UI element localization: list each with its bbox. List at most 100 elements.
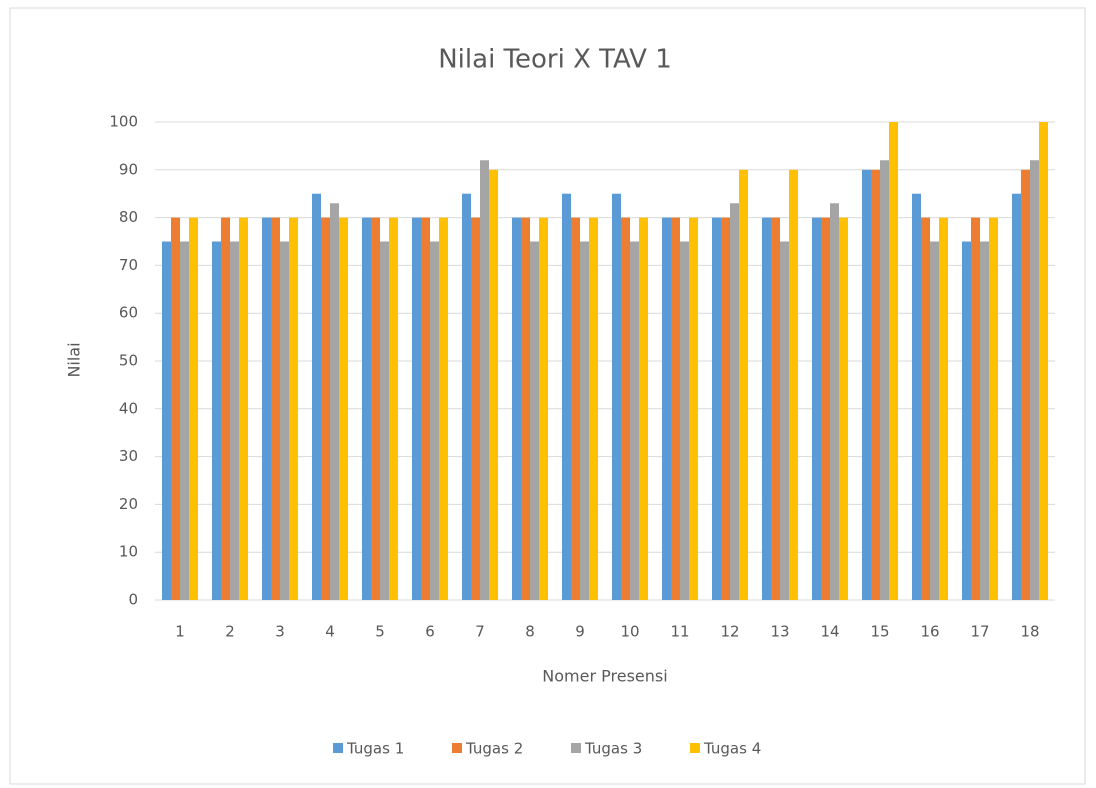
- legend-label: Tugas 1: [346, 740, 404, 758]
- bar: [312, 193, 321, 600]
- x-tick-label: 5: [375, 623, 385, 641]
- bar: [762, 217, 771, 600]
- bar: [1021, 169, 1030, 601]
- x-tick-label: 9: [575, 623, 585, 641]
- bar: [712, 217, 721, 600]
- y-tick-label: 50: [119, 352, 138, 370]
- bar: [421, 217, 430, 600]
- bar: [721, 217, 730, 600]
- bar: [980, 241, 989, 600]
- bar: [821, 217, 830, 600]
- bar: [889, 122, 898, 600]
- bar: [512, 217, 521, 600]
- bar: [812, 217, 821, 600]
- bar: [321, 217, 330, 600]
- bar: [230, 241, 239, 600]
- bar: [862, 169, 871, 601]
- bar: [580, 241, 589, 600]
- bar: [289, 217, 298, 600]
- bar: [221, 217, 230, 600]
- x-tick-label: 10: [620, 623, 639, 641]
- y-tick-label: 80: [119, 208, 138, 226]
- bar: [371, 217, 380, 600]
- legend-swatch: [690, 743, 700, 753]
- x-tick-label: 12: [720, 623, 739, 641]
- bar: [562, 193, 571, 600]
- bar: [930, 241, 939, 600]
- x-axis-title: Nomer Presensi: [542, 667, 667, 686]
- bar: [962, 241, 971, 600]
- bar: [189, 217, 198, 600]
- bar: [480, 160, 489, 601]
- x-tick-label: 6: [425, 623, 435, 641]
- legend-swatch: [571, 743, 581, 753]
- y-tick-label: 40: [119, 399, 138, 417]
- legend-label: Tugas 2: [465, 740, 523, 758]
- x-tick-label: 18: [1020, 623, 1039, 641]
- y-tick-label: 0: [128, 591, 138, 609]
- x-tick-label: 3: [275, 623, 285, 641]
- bar: [830, 203, 839, 600]
- legend-swatch: [452, 743, 462, 753]
- x-tick-label: 14: [820, 623, 839, 641]
- x-tick-label: 15: [870, 623, 889, 641]
- y-tick-label: 10: [119, 543, 138, 561]
- legend-label: Tugas 3: [584, 740, 642, 758]
- bar: [921, 217, 930, 600]
- bar: [239, 217, 248, 600]
- bar: [589, 217, 598, 600]
- bar: [912, 193, 921, 600]
- bar: [462, 193, 471, 600]
- bar: [739, 169, 748, 601]
- bar: [412, 217, 421, 600]
- y-tick-label: 90: [119, 160, 138, 178]
- bar: [330, 203, 339, 600]
- bar: [780, 241, 789, 600]
- bar: [939, 217, 948, 600]
- bar: [662, 217, 671, 600]
- bar: [171, 217, 180, 600]
- y-tick-label: 70: [119, 256, 138, 274]
- bar: [530, 241, 539, 600]
- bar: [871, 169, 880, 601]
- bar: [439, 217, 448, 600]
- bar: [789, 169, 798, 601]
- bar: [671, 217, 680, 600]
- bar: [262, 217, 271, 600]
- y-tick-label: 60: [119, 304, 138, 322]
- bar: [771, 217, 780, 600]
- bar: [430, 241, 439, 600]
- bar: [539, 217, 548, 600]
- bar: [362, 217, 371, 600]
- bar: [971, 217, 980, 600]
- bar: [471, 217, 480, 600]
- bar: [389, 217, 398, 600]
- bar: [989, 217, 998, 600]
- x-tick-label: 1: [175, 623, 185, 641]
- bar: [180, 241, 189, 600]
- bar: [339, 217, 348, 600]
- bar: [571, 217, 580, 600]
- y-tick-label: 20: [119, 495, 138, 513]
- x-tick-label: 2: [225, 623, 235, 641]
- chart-title: Nilai Teori X TAV 1: [438, 45, 672, 75]
- bar: [730, 203, 739, 600]
- x-tick-label: 13: [770, 623, 789, 641]
- x-tick-label: 16: [920, 623, 939, 641]
- x-tick-label: 8: [525, 623, 535, 641]
- x-tick-label: 17: [970, 623, 989, 641]
- bar: [212, 241, 221, 600]
- x-tick-label: 11: [670, 623, 689, 641]
- x-tick-label: 4: [325, 623, 335, 641]
- bar: [1012, 193, 1021, 600]
- legend-label: Tugas 4: [703, 740, 761, 758]
- bar: [839, 217, 848, 600]
- bar: [880, 160, 889, 601]
- legend-swatch: [333, 743, 343, 753]
- y-tick-label: 100: [109, 113, 138, 131]
- bar: [630, 241, 639, 600]
- bar: [380, 241, 389, 600]
- bar: [612, 193, 621, 600]
- bar: [639, 217, 648, 600]
